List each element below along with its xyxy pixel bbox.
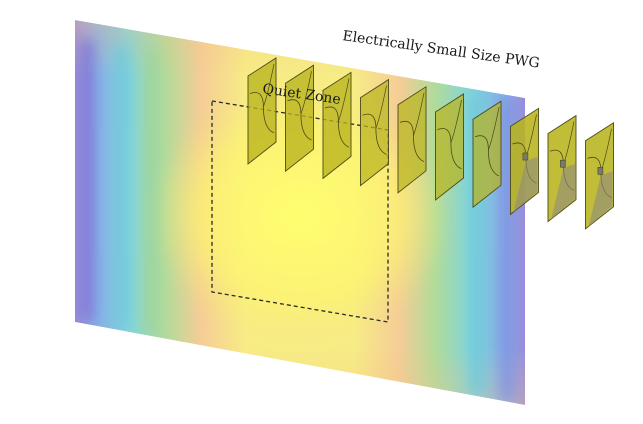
- pwg-element: [322, 71, 352, 180]
- quiet-zone-boundary: [211, 100, 389, 323]
- pwg-element: [547, 114, 577, 223]
- pwg-element: [397, 85, 427, 194]
- pwg-label: Electrically Small Size PWG: [341, 28, 540, 72]
- pwg-element: [247, 57, 277, 165]
- pwg-element: [510, 107, 539, 216]
- pwg-element: [360, 78, 389, 187]
- pwg-element: [435, 93, 464, 201]
- pwg-element: [285, 64, 314, 173]
- pwg-element: [585, 121, 614, 230]
- pwg-element: [472, 100, 502, 209]
- pwg-element-array: [247, 57, 614, 230]
